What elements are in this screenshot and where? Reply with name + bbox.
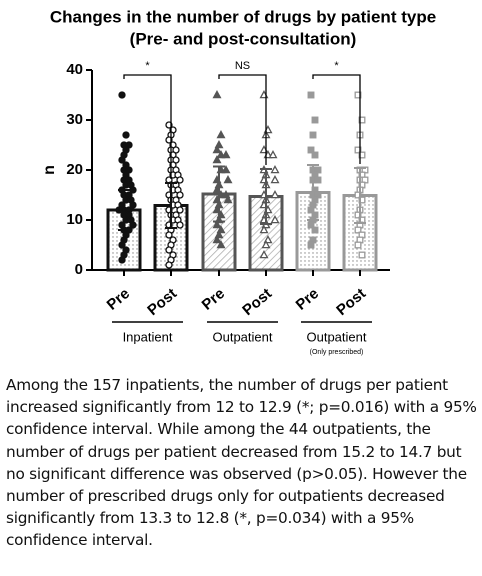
data-point <box>216 130 226 139</box>
data-point <box>176 176 184 184</box>
data-point <box>259 250 269 259</box>
error-bar <box>165 182 177 229</box>
data-point <box>307 146 315 154</box>
data-point <box>176 206 184 214</box>
chart-title: Changes in the number of drugs by patien… <box>50 7 436 26</box>
data-point <box>358 251 366 259</box>
x-tick-label: Pre <box>104 285 133 314</box>
y-tick-label: 20 <box>66 161 83 178</box>
chart-subtitle: (Pre- and post-consultation) <box>130 29 357 48</box>
data-point <box>216 150 226 159</box>
data-point <box>212 90 222 99</box>
data-point <box>223 175 233 184</box>
data-point <box>270 165 280 174</box>
data-point <box>358 116 366 124</box>
significance-label: * <box>145 60 150 72</box>
significance-label: * <box>334 60 339 72</box>
significance-bracket <box>123 74 172 179</box>
error-bar <box>213 165 225 223</box>
data-point <box>212 155 222 164</box>
x-tick-label: Pre <box>293 285 322 314</box>
data-point <box>311 151 319 159</box>
data-point <box>118 156 126 164</box>
group-label: Outpatient <box>213 329 273 344</box>
data-point <box>311 116 319 124</box>
y-tick-label: 10 <box>66 211 83 228</box>
data-point <box>212 235 222 244</box>
data-point <box>165 231 173 239</box>
x-tick-label: Post <box>239 285 275 319</box>
data-point <box>223 195 233 204</box>
data-point <box>307 241 315 249</box>
chart: Changes in the number of drugs by patien… <box>41 7 436 356</box>
data-point <box>307 91 315 99</box>
data-point <box>118 256 126 264</box>
group-label: Outpatient <box>307 329 367 344</box>
x-tick-label: Post <box>144 285 180 319</box>
significance-bracket <box>312 74 361 164</box>
data-point <box>314 176 322 184</box>
data-point <box>268 150 278 159</box>
y-axis-label: n <box>41 165 58 175</box>
data-point <box>212 220 222 229</box>
data-point <box>311 226 319 234</box>
group-note: (Only prescribed) <box>310 349 364 356</box>
data-point <box>270 215 280 224</box>
data-point <box>115 206 123 214</box>
error-bar <box>260 168 272 225</box>
error-bar <box>354 167 366 224</box>
data-point <box>216 240 226 249</box>
caption: Among the 157 inpatients, the number of … <box>6 376 477 550</box>
data-point <box>261 240 271 249</box>
significance-label: NS <box>235 60 250 72</box>
data-point <box>354 226 362 234</box>
data-point <box>118 241 126 249</box>
data-point <box>212 145 222 154</box>
error-bar <box>307 164 319 221</box>
data-point <box>270 175 280 184</box>
data-point <box>354 146 362 154</box>
data-point <box>309 131 317 139</box>
data-point <box>118 91 126 99</box>
y-tick-label: 40 <box>66 61 83 78</box>
data-point <box>122 131 130 139</box>
data-point <box>354 91 362 99</box>
data-point <box>270 190 280 199</box>
significance-bracket <box>218 74 267 165</box>
data-point <box>221 150 231 159</box>
data-point <box>259 225 269 234</box>
x-tick-label: Post <box>333 285 369 319</box>
data-point <box>165 261 173 269</box>
data-point <box>354 241 362 249</box>
data-point <box>221 165 231 174</box>
data-point <box>176 191 184 199</box>
data-point <box>129 221 137 229</box>
error-bar <box>118 189 130 231</box>
y-tick-label: 0 <box>75 261 83 278</box>
data-point <box>176 221 184 229</box>
data-point <box>307 221 315 229</box>
data-point <box>358 151 366 159</box>
data-point <box>129 201 137 209</box>
y-tick-label: 30 <box>66 111 83 128</box>
data-point <box>165 246 173 254</box>
group-label: Inpatient <box>123 329 173 344</box>
x-tick-label: Pre <box>199 285 228 314</box>
